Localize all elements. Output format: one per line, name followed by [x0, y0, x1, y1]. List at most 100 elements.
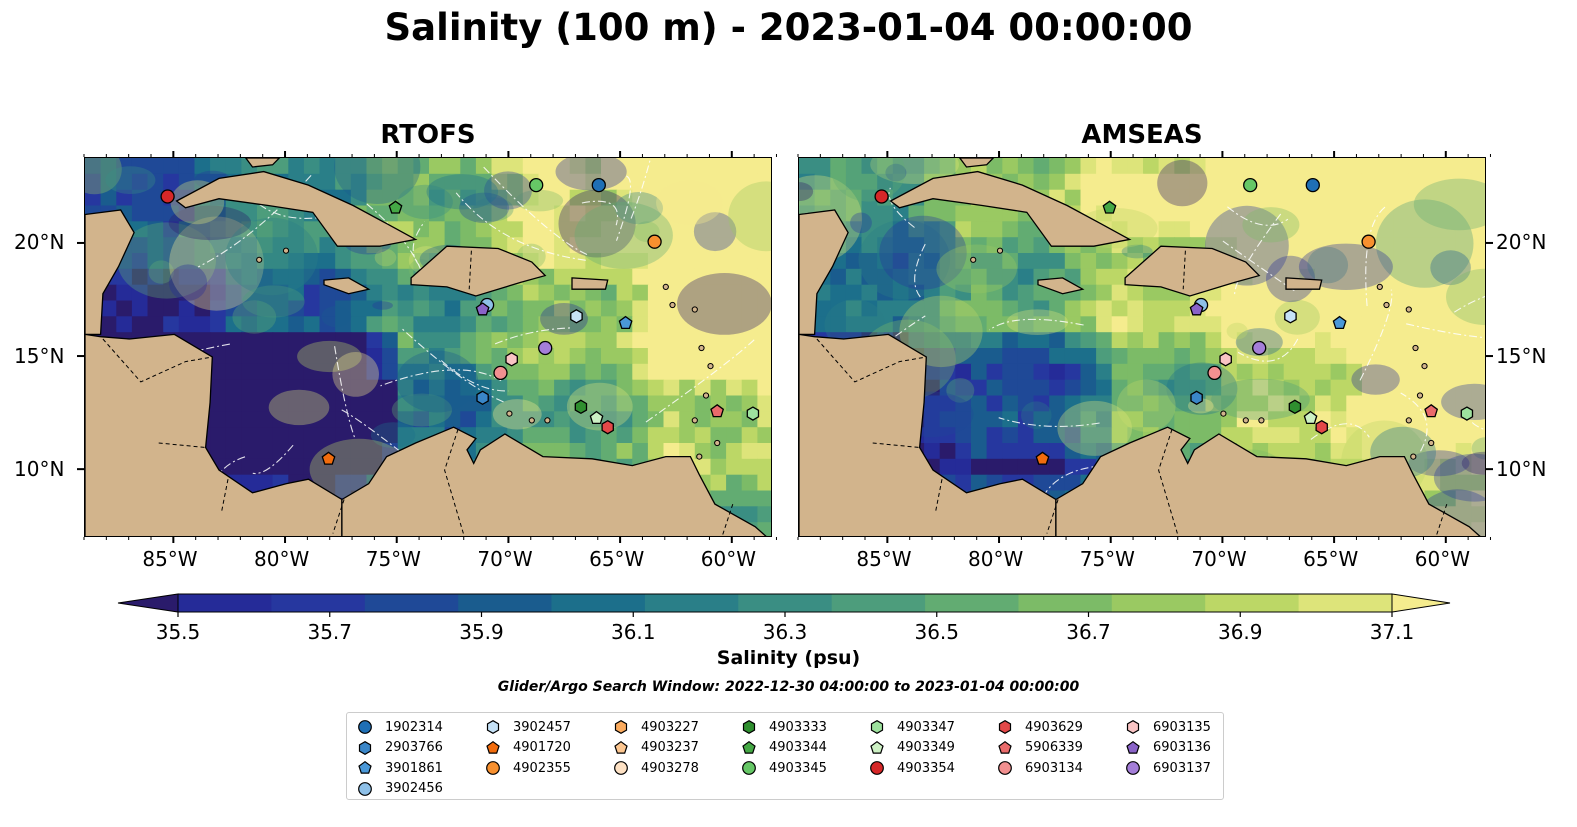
legend-marker-icon	[486, 761, 500, 776]
legend-label: 4903344	[769, 740, 827, 756]
colorbar-tick-label: 36.1	[610, 620, 656, 644]
obs-marker-4901720	[1035, 451, 1050, 465]
legend-item: 3901861	[357, 758, 443, 779]
panel-title-rtofs: RTOFS	[380, 120, 476, 150]
obs-marker-6903136	[1189, 302, 1204, 316]
colorbar-segment	[1018, 594, 1113, 612]
obs-marker-4903344	[1102, 200, 1117, 214]
legend-label: 2903766	[385, 740, 443, 756]
colorbar-extend-low	[117, 593, 179, 613]
country-borders	[816, 250, 1448, 536]
colorbar-tick-label: 36.3	[762, 620, 808, 644]
legend-label: 4902355	[513, 760, 571, 776]
legend-item: 4903227	[613, 717, 699, 738]
legend-item: 4903344	[741, 738, 827, 759]
obs-marker-6903137	[1252, 340, 1267, 356]
legend-item: 4901720	[485, 738, 571, 759]
colorbar-tick-label: 35.7	[307, 620, 353, 644]
x-tick-label: 80°W	[254, 547, 310, 571]
legend-item: 6903136	[1125, 738, 1211, 759]
obs-marker-4903354	[160, 189, 175, 204]
obs-marker-4903349	[589, 410, 604, 425]
legend-marker-icon	[358, 781, 372, 796]
legend-marker-icon	[998, 740, 1012, 754]
legend-label: 3902457	[513, 719, 571, 735]
legend-label: 4903349	[897, 740, 955, 756]
colorbar-tick-label: 35.9	[459, 620, 504, 644]
y-tick-label: 10°N	[1496, 457, 1547, 481]
y-tick-label: 15°N	[14, 344, 65, 368]
legend-marker-icon	[742, 761, 756, 776]
obs-marker-4903333	[1288, 399, 1302, 415]
obs-marker-4903345	[1243, 177, 1258, 193]
x-tick-label: 75°W	[365, 547, 421, 571]
colorbar-segment	[644, 594, 739, 612]
colorbar-tick-label: 37.1	[1369, 620, 1415, 644]
legend-label: 4903347	[897, 719, 955, 735]
obs-marker-4903629	[601, 419, 614, 435]
legend-column: 4903629 5906339 6903134	[997, 717, 1083, 779]
legend-marker-icon	[870, 761, 884, 776]
legend-marker-icon	[998, 720, 1012, 735]
legend-column: 4903333 4903344 4903345	[741, 717, 827, 779]
obs-marker-3901861	[1332, 315, 1347, 330]
legend-item: 3902457	[485, 717, 571, 738]
y-tick-label: 20°N	[1496, 230, 1547, 254]
legend-label: 6903136	[1153, 740, 1211, 756]
legend-item: 4903345	[741, 758, 827, 779]
legend-marker-icon	[358, 720, 372, 735]
y-tick-label: 15°N	[1496, 344, 1547, 368]
colorbar-segment	[925, 594, 1019, 612]
colorbar-segment	[178, 594, 272, 612]
legend-marker-icon	[614, 720, 628, 735]
eez-boundaries	[93, 158, 755, 536]
legend-column: 4903347 4903349 4903354	[869, 717, 955, 779]
colorbar-tick-label: 36.5	[914, 620, 960, 644]
obs-marker-4901720	[321, 451, 336, 465]
legend-marker-icon	[870, 720, 884, 735]
legend-label: 4901720	[513, 740, 571, 756]
colorbar-segment	[1205, 594, 1300, 612]
legend-label: 4903227	[641, 719, 699, 735]
rtofs-map-panel	[84, 157, 772, 537]
colorbar-label: Salinity (psu)	[716, 647, 861, 669]
legend-label: 4903629	[1025, 719, 1083, 735]
panel-title-amseas: AMSEAS	[1081, 120, 1203, 150]
colorbar-segment	[551, 594, 646, 612]
legend-label: 4903278	[641, 760, 699, 776]
colorbar	[117, 593, 1451, 617]
legend-marker-icon	[486, 720, 500, 735]
obs-marker-1902314	[1305, 177, 1320, 193]
x-tick-label: 75°W	[1079, 547, 1135, 571]
colorbar-segment	[831, 594, 926, 612]
x-tick-label: 65°W	[1303, 547, 1359, 571]
legend-item: 6903134	[997, 758, 1083, 779]
obs-marker-4903345	[529, 177, 544, 193]
legend-label: 4903333	[769, 719, 827, 735]
legend-item: 4902355	[485, 758, 571, 779]
legend-marker-icon	[614, 740, 628, 754]
obs-marker-1902314	[591, 177, 606, 193]
obs-marker-3902457	[570, 309, 583, 324]
legend-item: 4903237	[613, 738, 699, 759]
x-tick-label: 85°W	[142, 547, 198, 571]
legend-label: 5906339	[1025, 740, 1083, 756]
legend-item: 2903766	[357, 738, 443, 759]
colorbar-tick-label: 36.9	[1217, 620, 1263, 644]
legend-marker-icon	[1126, 740, 1140, 754]
obs-marker-5906339	[710, 403, 725, 418]
obs-marker-4902355	[1361, 234, 1376, 249]
country-borders	[102, 250, 734, 536]
land	[85, 158, 767, 536]
colorbar-segment	[271, 594, 366, 612]
colorbar-segment	[738, 594, 833, 612]
obs-marker-4903354	[874, 189, 889, 204]
legend-marker-icon	[870, 740, 884, 754]
colorbar-tick-label: 36.7	[1066, 620, 1111, 644]
legend-item: 4903278	[613, 758, 699, 779]
colorbar-segment	[1298, 594, 1393, 612]
colorbar-segment	[458, 594, 553, 612]
legend-column: 3902457 4901720 4902355	[485, 717, 571, 779]
legend-item: 6903137	[1125, 758, 1211, 779]
obs-marker-6903136	[475, 302, 490, 316]
